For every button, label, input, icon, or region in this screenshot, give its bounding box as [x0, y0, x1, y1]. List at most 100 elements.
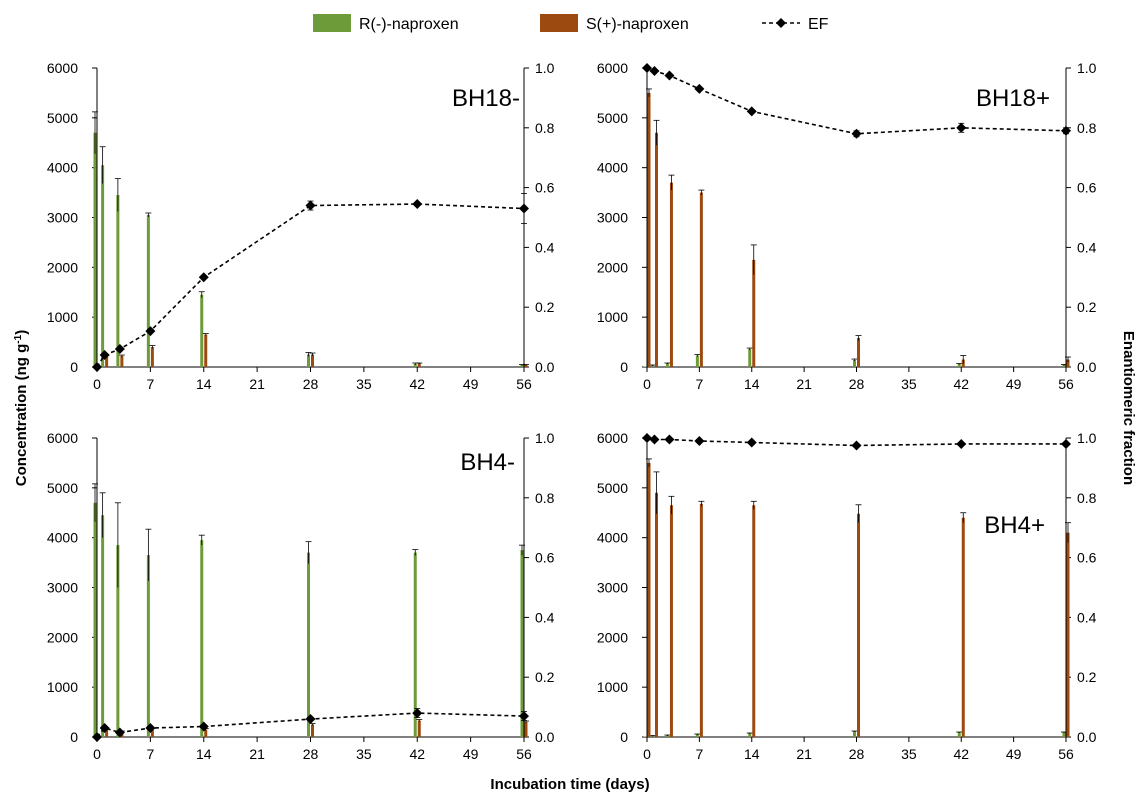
y2-tick-label: 0.6 [1077, 550, 1097, 566]
x-tick-label: 7 [146, 376, 154, 392]
x-tick-label: 7 [146, 746, 154, 762]
s-naproxen-bar [647, 462, 651, 737]
y-axis-title-close: ) [13, 330, 30, 335]
ef-point [519, 711, 529, 722]
y-tick-label: 6000 [47, 60, 78, 76]
x-tick-label: 56 [1058, 376, 1074, 392]
r-naproxen-bar [413, 552, 417, 737]
y-tick-label: 2000 [47, 629, 78, 645]
y2-axis-title: Enantiomeric fraction [1120, 331, 1137, 485]
y-axis-title: Concentration (ng g-1) [13, 330, 31, 486]
r-naproxen-bar [665, 363, 669, 367]
x-tick-label: 7 [695, 746, 703, 762]
x-tick-label: 49 [463, 376, 479, 392]
s-naproxen-bar [654, 132, 658, 367]
r-naproxen-bar [307, 354, 310, 367]
y2-tick-label: 0.8 [535, 120, 555, 136]
x-tick-label: 42 [953, 746, 969, 762]
r-naproxen-bar [146, 555, 150, 737]
ef-point [649, 434, 660, 445]
s-naproxen-bar [120, 356, 124, 367]
y-tick-label: 0 [70, 359, 78, 375]
y2-tick-label: 0.2 [535, 299, 555, 315]
y2-tick-label: 0.0 [1077, 359, 1097, 375]
r-naproxen-bar [116, 545, 120, 737]
y2-tick-label: 0.8 [535, 490, 555, 506]
ef-point [1061, 125, 1071, 136]
panels: 0 1000 2000 3000 4000 5000 6000 0.0 0.2 0.4 0.6 0.8… [47, 60, 1097, 762]
y2-tick-label: 0.4 [1077, 609, 1097, 625]
r-naproxen-bar [101, 165, 105, 367]
s-naproxen-bar [752, 259, 756, 367]
s-naproxen-bar [669, 505, 673, 737]
x-tick-label: 42 [953, 376, 969, 392]
x-tick-label: 49 [463, 746, 479, 762]
panel-label: BH18+ [976, 85, 1050, 112]
x-tick-label: 0 [643, 376, 651, 392]
ef-point [746, 106, 757, 117]
r-naproxen-bar [101, 515, 105, 737]
r-naproxen-bar [853, 360, 856, 367]
r-naproxen-bar [957, 364, 961, 367]
ef-point [642, 433, 652, 443]
y-tick-label: 0 [620, 729, 628, 745]
ef-point [92, 732, 102, 742]
y-tick-label: 5000 [47, 480, 78, 496]
y-tick-label: 1000 [597, 679, 628, 695]
y-tick-label: 4000 [47, 160, 78, 176]
y-tick-label: 0 [620, 359, 628, 375]
panel-label: BH4+ [984, 512, 1045, 539]
y2-tick-label: 0.8 [1077, 490, 1097, 506]
y-axis-title-sup: -1 [13, 334, 24, 343]
r-naproxen-bar [200, 540, 204, 737]
x-tick-label: 49 [1006, 746, 1022, 762]
y-tick-label: 1000 [597, 309, 628, 325]
x-tick-label: 21 [796, 376, 812, 392]
s-naproxen-bar [961, 517, 965, 737]
y-tick-label: 6000 [597, 430, 628, 446]
ef-point [956, 122, 967, 133]
y-tick-label: 3000 [597, 580, 628, 596]
r-naproxen-bar [650, 736, 654, 737]
r-naproxen-bar [665, 735, 669, 737]
y-tick-label: 1000 [47, 679, 78, 695]
s-naproxen-bar [1066, 532, 1070, 737]
ef-point [746, 437, 757, 448]
x-tick-label: 0 [643, 746, 651, 762]
legend: R(-)-naproxen S(+)-naproxen EF [313, 14, 829, 33]
ef-point [956, 438, 967, 449]
ef-point [649, 65, 660, 76]
ef-point [412, 199, 423, 210]
y2-tick-label: 0.2 [535, 669, 555, 685]
y-tick-label: 6000 [47, 430, 78, 446]
x-tick-label: 56 [516, 746, 532, 762]
panel-3: 0 1000 2000 3000 4000 5000 6000 0.0 0.2 0.4 0.6 0.8… [597, 430, 1097, 762]
y2-tick-label: 0.0 [1077, 729, 1097, 745]
ef-point [198, 272, 209, 283]
r-naproxen-bar [748, 349, 752, 367]
ef-point [851, 128, 862, 139]
s-naproxen-bar [417, 720, 421, 737]
legend-swatch-1 [540, 14, 578, 32]
panel-label: BH4- [460, 449, 515, 476]
x-tick-label: 14 [196, 376, 212, 392]
y2-tick-label: 0.4 [1077, 239, 1097, 255]
r-naproxen-bar [853, 731, 856, 737]
y2-tick-label: 0.6 [535, 180, 555, 196]
x-tick-label: 35 [356, 746, 372, 762]
s-naproxen-bar [524, 365, 528, 367]
y2-tick-label: 0.4 [535, 239, 555, 255]
x-tick-label: 28 [303, 376, 319, 392]
ef-point [664, 70, 675, 81]
x-tick-label: 14 [196, 746, 212, 762]
ef-point [519, 203, 529, 214]
x-tick-label: 21 [796, 746, 812, 762]
ef-point [305, 714, 316, 725]
y-tick-label: 1000 [47, 309, 78, 325]
panel-label: BH18- [452, 85, 520, 112]
y2-tick-label: 0.2 [1077, 669, 1097, 685]
ef-line [96, 203, 525, 368]
ef-point [305, 200, 316, 211]
legend-label-2: EF [808, 16, 829, 33]
y2-tick-label: 0.6 [535, 550, 555, 566]
